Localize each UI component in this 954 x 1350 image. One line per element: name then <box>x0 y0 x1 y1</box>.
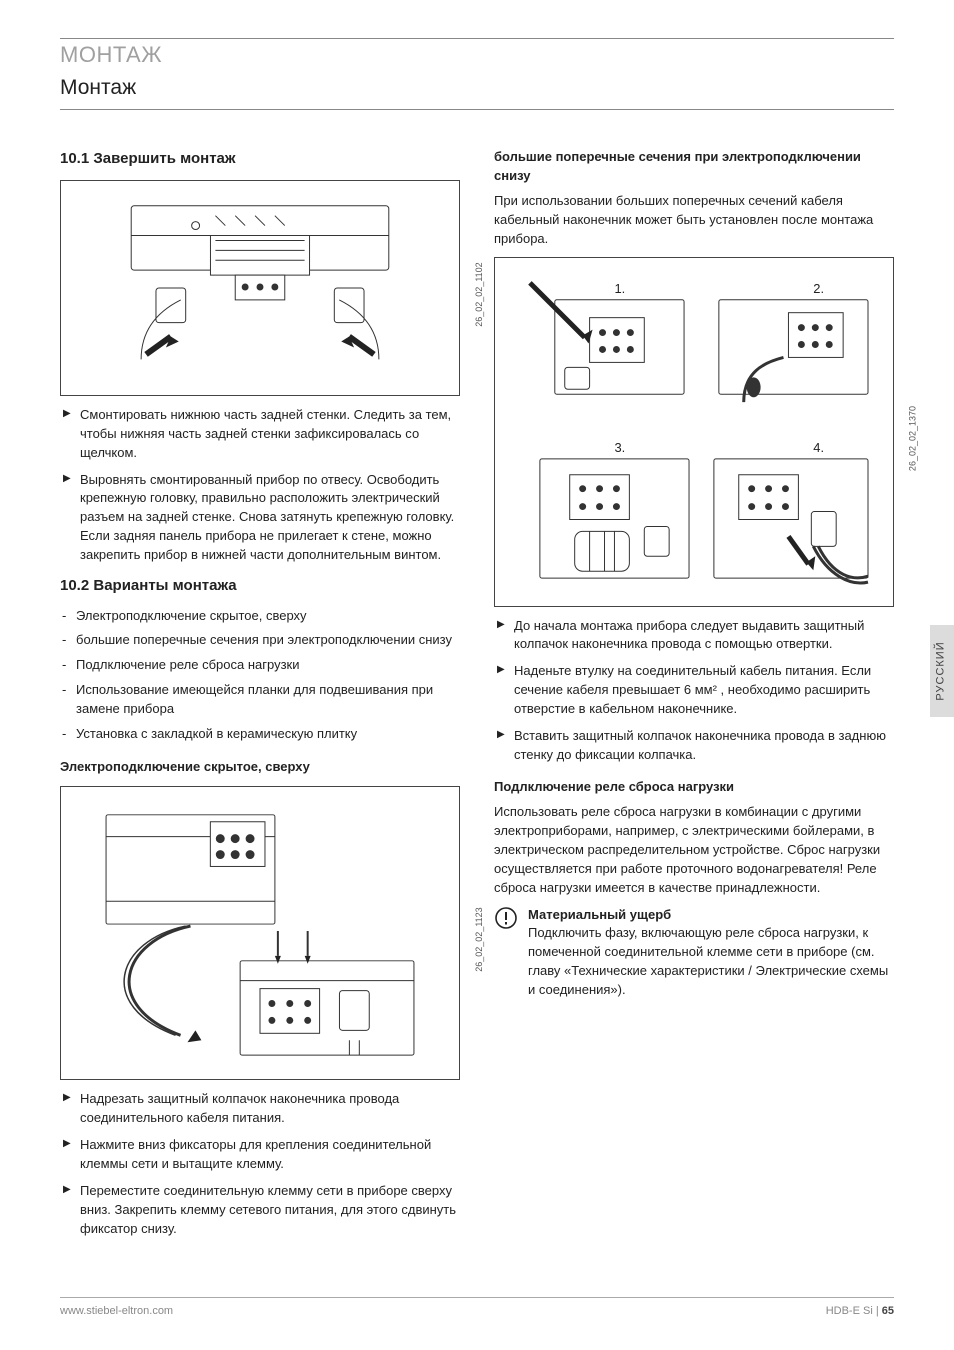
para-load-relay: Использовать реле сброса нагрузки в комб… <box>494 803 894 897</box>
panel-label-2: 2. <box>813 280 824 295</box>
language-tab-label: РУССКИЙ <box>934 641 950 700</box>
footer-page: 65 <box>882 1305 894 1317</box>
figure-10-1: 26_02_02_1102 <box>60 180 460 396</box>
list-item: Использование имеющейся планки для подве… <box>60 681 460 719</box>
list-item: До начала монтажа прибора следует выдави… <box>494 617 894 655</box>
heading-electrical-top: Электроподключение скрытое, сверху <box>60 758 460 777</box>
list-large-cross-section: До начала монтажа прибора следует выдави… <box>494 617 894 765</box>
list-item: Подлключение реле сброса нагрузки <box>60 656 460 675</box>
right-column: большие поперечные сечения при электропо… <box>494 148 894 1248</box>
figure-electrical-top: 26_02_02_1123 <box>60 786 460 1080</box>
figure-4panel-caption: 26_02_02_1370 <box>906 406 919 471</box>
figure-4panel-svg: 1. 2. 3. <box>495 258 893 606</box>
list-item: Наденьте втулку на соединительный кабель… <box>494 662 894 719</box>
figure-4panel: 1. 2. 3. <box>494 257 894 607</box>
para-large-cross-section: При использовании больших поперечных сеч… <box>494 192 894 249</box>
caution-icon <box>494 906 518 1000</box>
section-heading: МОНТАЖ <box>60 39 894 71</box>
panel-label-4: 4. <box>813 439 824 454</box>
header-rule-bottom <box>60 109 894 110</box>
list-item: Смонтировать нижнюю часть задней стенки.… <box>60 406 460 463</box>
notice-text: Подключить фазу, включающую реле сброса … <box>528 925 888 997</box>
notice-body: Материальный ущерб Подключить фазу, вклю… <box>528 906 894 1000</box>
list-item: Надрезать защитный колпачок наконечника … <box>60 1090 460 1128</box>
list-item: Вставить защитный колпачок наконечника п… <box>494 727 894 765</box>
list-10-1: Смонтировать нижнюю часть задней стенки.… <box>60 406 460 565</box>
panel-label-1: 1. <box>614 280 625 295</box>
heading-10-2: 10.2 Варианты монтажа <box>60 575 460 597</box>
panel-label-3: 3. <box>614 439 625 454</box>
notice-title: Материальный ущерб <box>528 907 671 922</box>
left-column: 10.1 Завершить монтаж <box>60 148 460 1248</box>
list-electrical-top: Надрезать защитный колпачок наконечника … <box>60 1090 460 1238</box>
list-item: большие поперечные сечения при электропо… <box>60 631 460 650</box>
heading-load-relay: Подлключение реле сброса нагрузки <box>494 778 894 797</box>
list-item: Электроподключение скрытое, сверху <box>60 607 460 626</box>
language-tab: РУССКИЙ <box>930 625 954 717</box>
notice-material-damage: Материальный ущерб Подключить фазу, вклю… <box>494 906 894 1000</box>
footer-right: HDB-E Si | 65 <box>826 1304 894 1320</box>
list-item: Переместите соединительную клемму сети в… <box>60 1182 460 1239</box>
footer-url: www.stiebel-eltron.com <box>60 1304 173 1320</box>
figure-electrical-top-svg <box>61 787 459 1079</box>
figure-10-1-svg <box>61 181 459 395</box>
footer-model: HDB-E Si <box>826 1305 873 1317</box>
list-10-2-variants: Электроподключение скрытое, сверху больш… <box>60 607 460 744</box>
figure-electrical-top-caption: 26_02_02_1123 <box>472 908 485 972</box>
figure-10-1-caption: 26_02_02_1102 <box>472 262 485 326</box>
heading-large-cross-section: большие поперечные сечения при электропо… <box>494 148 894 186</box>
page-footer: www.stiebel-eltron.com HDB-E Si | 65 <box>60 1297 894 1320</box>
list-item: Нажмите вниз фиксаторы для крепления сое… <box>60 1136 460 1174</box>
heading-10-1: 10.1 Завершить монтаж <box>60 148 460 170</box>
content-columns: 10.1 Завершить монтаж <box>60 148 894 1248</box>
list-item: Установка с закладкой в керамическую пли… <box>60 725 460 744</box>
subsection-heading: Монтаж <box>60 73 894 103</box>
list-item: Выровнять смонтированный прибор по отвес… <box>60 471 460 565</box>
